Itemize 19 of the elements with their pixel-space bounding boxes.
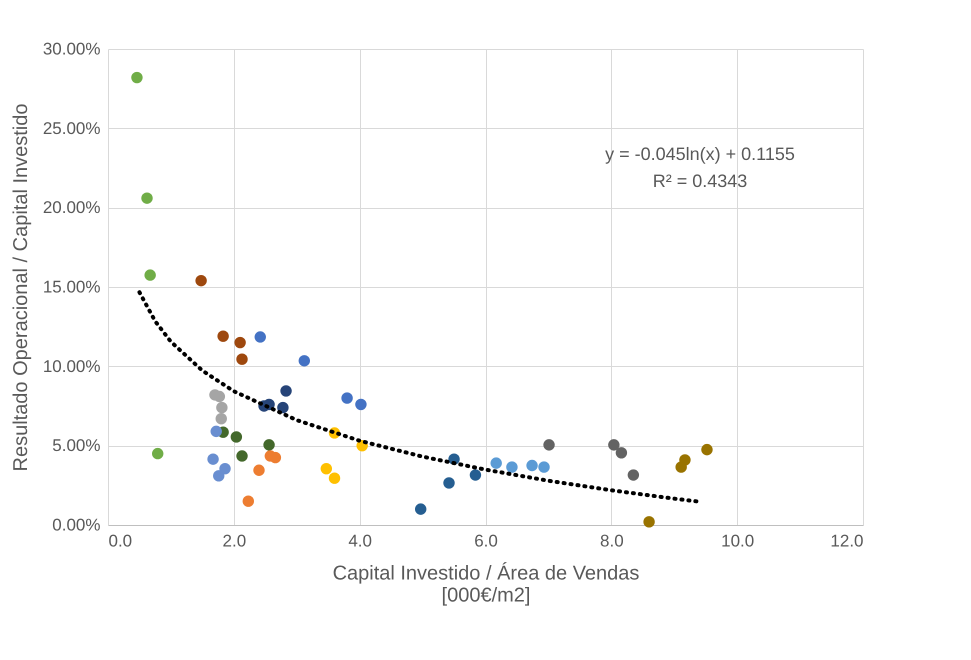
y-tick-label: 0.00%: [52, 516, 100, 534]
y-tick-label: 15.00%: [42, 278, 100, 296]
x-tick-label: 10.0: [721, 532, 754, 550]
y-tick-label: 30.00%: [42, 40, 100, 58]
x-tick-label: 0.0: [108, 532, 132, 550]
x-tick-label: 6.0: [474, 532, 498, 550]
x-tick-label: 8.0: [600, 532, 624, 550]
y-tick-label: 10.00%: [42, 356, 100, 376]
y-tick-label: 5.00%: [52, 436, 100, 456]
x-axis-title: Capital Investido / Área de Vendas [000€/m2]: [332, 562, 640, 606]
x-tick-label: 12.0: [830, 532, 864, 550]
x-tick-label: 2.0: [222, 532, 246, 550]
annotation: R² = 0.4343: [652, 171, 748, 191]
y-tick-label: 20.00%: [42, 198, 100, 218]
line-series: [137, 290, 702, 504]
y-axis-title: Resultado Operacional / Capital Investido: [10, 104, 32, 472]
x-tick-label: 4.0: [348, 532, 372, 550]
y-tick-label: 25.00%: [42, 118, 100, 138]
annotation: y = -0.045ln(x) + 0.1155: [605, 144, 795, 164]
